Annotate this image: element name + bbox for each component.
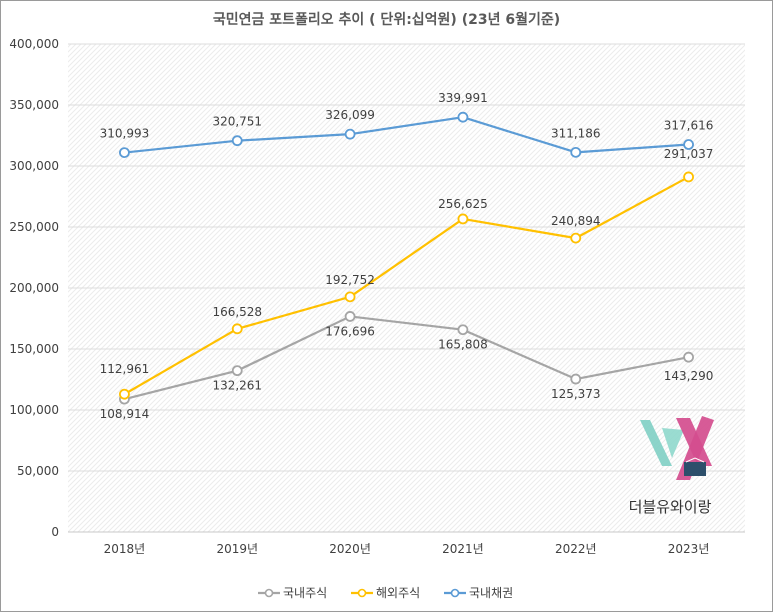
data-point	[570, 146, 582, 158]
data-label: 176,696	[325, 324, 375, 338]
data-label: 125,373	[551, 387, 601, 401]
legend-label: 국내주식	[283, 586, 327, 600]
x-tick-label: 2021년	[442, 542, 484, 556]
legend-marker	[450, 588, 460, 598]
data-label: 317,616	[664, 119, 714, 133]
data-label: 326,099	[325, 108, 375, 122]
data-label: 112,961	[100, 362, 150, 376]
data-label: 320,751	[212, 115, 262, 129]
data-point	[119, 388, 130, 400]
y-tick-label: 400,000	[9, 37, 59, 51]
legend-label: 해외주식	[376, 586, 420, 600]
data-point	[683, 351, 694, 363]
data-point	[344, 128, 356, 140]
y-tick-label: 100,000	[9, 403, 59, 417]
y-tick-label: 300,000	[9, 159, 59, 173]
data-point	[344, 291, 356, 303]
data-label: 132,261	[212, 379, 262, 393]
data-label: 192,752	[325, 273, 375, 287]
data-label: 310,993	[100, 127, 150, 141]
watermark-text: 더블유와이랑	[629, 498, 712, 516]
data-point	[570, 232, 582, 244]
data-point	[683, 139, 694, 150]
data-point	[683, 171, 694, 183]
data-label: 256,625	[438, 197, 488, 211]
y-tick-label: 250,000	[9, 220, 59, 234]
series-line	[124, 315, 689, 401]
legend-marker	[357, 588, 367, 598]
y-tick-label: 150,000	[9, 342, 59, 356]
data-point	[231, 135, 243, 147]
data-label: 166,528	[212, 305, 262, 319]
data-point	[570, 373, 582, 385]
data-point	[119, 147, 130, 158]
watermark-logo: 더블유와이랑	[629, 416, 714, 516]
data-point	[457, 324, 469, 336]
data-label: 143,290	[664, 369, 714, 383]
data-point	[231, 323, 243, 335]
legend-item: 국내주식	[258, 586, 327, 600]
watermark-icon	[640, 416, 714, 480]
data-point	[344, 311, 356, 322]
data-label: 291,037	[664, 147, 714, 161]
legend-marker	[264, 588, 274, 598]
data-point	[457, 213, 469, 225]
data-label: 311,186	[551, 126, 601, 140]
x-tick-label: 2023년	[668, 542, 710, 556]
x-tick-label: 2018년	[104, 542, 146, 556]
legend-item: 해외주식	[351, 586, 420, 600]
y-tick-label: 350,000	[9, 98, 59, 112]
series-line	[123, 175, 690, 396]
x-tick-label: 2020년	[329, 542, 371, 556]
y-tick-label: 0	[51, 525, 59, 539]
y-tick-label: 50,000	[17, 464, 59, 478]
x-tick-label: 2019년	[216, 542, 258, 556]
chart-title: 국민연금 포트폴리오 추이 ( 단위:십억원) (23년 6월기준)	[212, 12, 561, 28]
data-label: 240,894	[551, 214, 601, 228]
y-tick-label: 200,000	[9, 281, 59, 295]
data-label: 339,991	[438, 91, 488, 105]
legend-label: 국내채권	[469, 586, 513, 600]
data-point	[231, 365, 243, 377]
x-tick-label: 2022년	[555, 542, 597, 556]
data-label: 165,808	[438, 338, 488, 352]
series-line	[124, 116, 689, 154]
legend-item: 국내채권	[444, 586, 513, 600]
data-label: 108,914	[100, 407, 150, 421]
data-point	[457, 111, 469, 123]
